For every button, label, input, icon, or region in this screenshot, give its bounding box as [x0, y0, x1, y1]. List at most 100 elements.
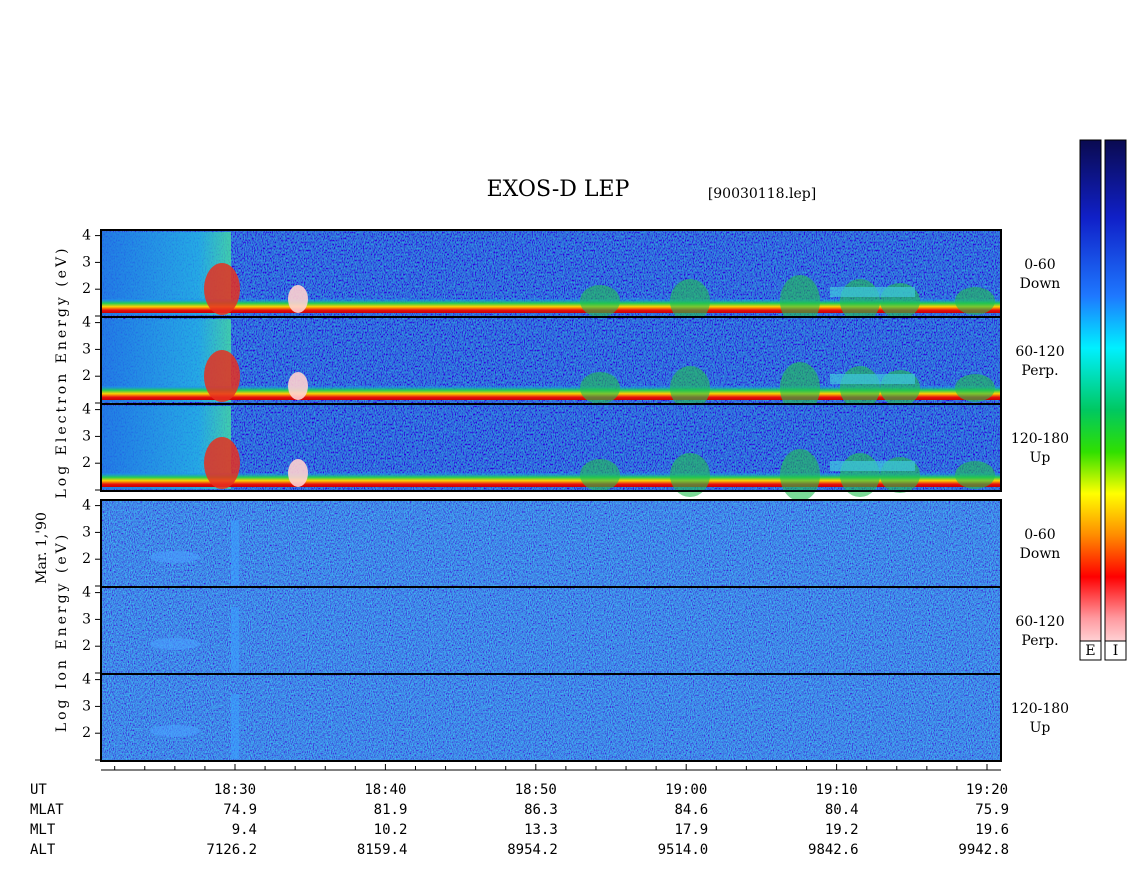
spectrogram-panel: [101, 674, 1001, 761]
spectrogram-panel: [101, 587, 1001, 674]
ion-feature: [231, 607, 239, 672]
row-value: 9.4: [232, 822, 257, 838]
y-tick-label: 2: [82, 638, 91, 654]
electron-band: [101, 299, 1001, 313]
feature: [670, 279, 710, 323]
row-value: 81.9: [374, 802, 408, 818]
electron-axis-label: Log Electron Energy (eV): [54, 245, 70, 498]
row-value: 84.6: [674, 802, 708, 818]
y-tick-label: 2: [82, 725, 91, 741]
panel-direction: Down: [1020, 546, 1061, 562]
row-value: 19.2: [825, 822, 859, 838]
panel-range: 120-180: [1011, 701, 1069, 717]
y-tick-label: 3: [82, 698, 91, 714]
y-tick-label: 4: [82, 672, 91, 688]
ion-spectrogram: 2 3 4 0-60 Down 2 3 4 60-120 Perp. 2 3 4 120-180 Up: [82, 498, 1069, 762]
row-value: 75.9: [975, 802, 1009, 818]
feature: [580, 285, 620, 317]
feature: [580, 372, 620, 404]
burst: [204, 437, 240, 489]
row-value: 19:00: [665, 782, 707, 798]
colorbar-electron: [1079, 139, 1102, 661]
title: EXOS-D LEP: [487, 177, 630, 202]
panel-range: 60-120: [1015, 344, 1064, 360]
row-value: 9514.0: [658, 842, 709, 858]
panel-range: 120-180: [1011, 431, 1069, 447]
y-tick-label: 3: [82, 341, 91, 357]
panel-frame: [100, 229, 1002, 492]
row-label: MLAT: [30, 802, 64, 818]
feature: [955, 287, 995, 315]
row-value: 19:20: [966, 782, 1008, 798]
panel-range: 0-60: [1024, 257, 1055, 273]
ion-axis-label: Log Ion Energy (eV): [54, 532, 70, 732]
row-label: UT: [30, 782, 47, 798]
electron-spectrogram: 2 3 4 0-60 Down 2 3 4 60-120 Perp. 2 3 4 120-180 Up: [82, 228, 1069, 501]
y-tick-label: 2: [82, 281, 91, 297]
y-tick-label: 4: [82, 585, 91, 601]
burst: [204, 263, 240, 315]
spectrogram-panel: [101, 500, 1001, 587]
ion-feature: [231, 694, 239, 759]
date-label: Mar. 1,'90: [34, 512, 50, 584]
burst: [288, 285, 308, 313]
colorbar-label: E: [1085, 643, 1095, 659]
ion-feature: [150, 551, 200, 563]
y-tick-label: 3: [82, 254, 91, 270]
panel-direction: Perp.: [1021, 363, 1058, 379]
row-value: 9942.8: [958, 842, 1009, 858]
row-value: 18:30: [214, 782, 256, 798]
electron-band: [101, 473, 1001, 487]
y-tick-label: 4: [82, 402, 91, 418]
row-value: 18:40: [364, 782, 406, 798]
high-flux-band: [830, 287, 915, 297]
panel-direction: Up: [1030, 720, 1051, 736]
row-value: 86.3: [524, 802, 558, 818]
y-tick-label: 3: [82, 611, 91, 627]
row-value: 19:10: [816, 782, 858, 798]
feature: [780, 275, 820, 327]
row-value: 13.3: [524, 822, 558, 838]
panel-frame: [100, 499, 1002, 762]
burst: [288, 459, 308, 487]
row-label: ALT: [30, 842, 56, 858]
feature: [780, 362, 820, 414]
panel-range: 60-120: [1015, 614, 1064, 630]
y-tick-label: 3: [82, 428, 91, 444]
feature: [670, 366, 710, 410]
burst: [288, 372, 308, 400]
row-value: 9842.6: [808, 842, 859, 858]
row-value: 7126.2: [206, 842, 257, 858]
row-label: MLT: [30, 822, 56, 838]
row-value: 17.9: [674, 822, 708, 838]
ion-feature: [150, 638, 200, 650]
time-axis-labels: UT 18:30 18:40 18:50 19:00 19:10 19:20 MLAT 74.9…: [30, 764, 1009, 858]
y-tick-label: 4: [82, 498, 91, 514]
panel-direction: Up: [1030, 450, 1051, 466]
electron-band: [101, 386, 1001, 400]
y-tick-label: 4: [82, 228, 91, 244]
colorbar-key: [1079, 640, 1102, 661]
high-flux-band: [830, 374, 915, 384]
row-value: 10.2: [374, 822, 408, 838]
feature: [780, 449, 820, 501]
row-value: 80.4: [825, 802, 859, 818]
ion-feature: [150, 725, 200, 737]
y-tick-label: 2: [82, 368, 91, 384]
colorbar-label: I: [1113, 643, 1119, 659]
colorbar-key: [1104, 640, 1127, 661]
y-tick-label: 3: [82, 524, 91, 540]
high-flux-band: [830, 461, 915, 471]
feature: [955, 374, 995, 402]
y-tick-label: 2: [82, 551, 91, 567]
row-value: 18:50: [515, 782, 557, 798]
feature: [580, 459, 620, 491]
panel-range: 0-60: [1024, 527, 1055, 543]
row-value: 8954.2: [507, 842, 558, 858]
panel-direction: Down: [1020, 276, 1061, 292]
y-tick-label: 2: [82, 455, 91, 471]
y-tick-label: 4: [82, 315, 91, 331]
feature: [670, 453, 710, 497]
file-name: [90030118.lep]: [708, 186, 816, 202]
